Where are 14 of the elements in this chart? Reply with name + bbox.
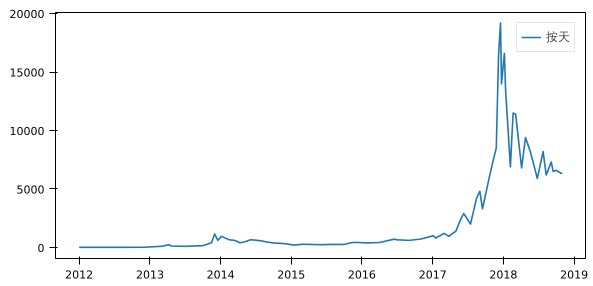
y-tick-label: 10000 xyxy=(10,125,45,138)
legend-label: 按天 xyxy=(546,28,570,46)
x-tick-label: 2015 xyxy=(277,268,306,282)
x-tick-label: 2019 xyxy=(560,268,588,282)
x-tick-label: 2014 xyxy=(206,268,235,282)
y-tick-label: 0 xyxy=(38,242,44,255)
y-tick-label: 20000 xyxy=(10,8,45,22)
y-tick-label: 15000 xyxy=(10,66,45,80)
y-tick-label: 5000 xyxy=(16,183,45,196)
x-tick-label: 2016 xyxy=(348,268,376,282)
x-tick-label: 2012 xyxy=(65,268,94,282)
x-tick-label: 2018 xyxy=(489,268,518,282)
x-tick-label: 2013 xyxy=(136,268,164,282)
x-tick-label: 2017 xyxy=(418,268,447,282)
